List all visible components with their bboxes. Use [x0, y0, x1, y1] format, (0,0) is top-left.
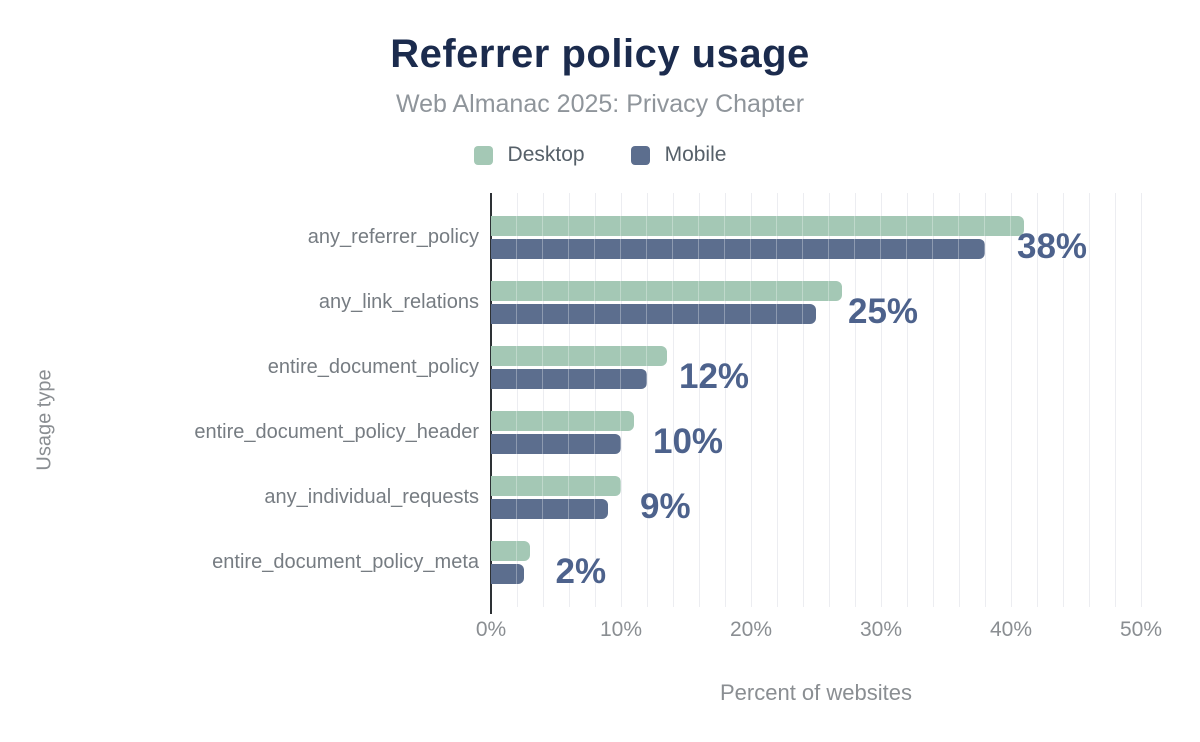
gridline [569, 193, 570, 607]
gridline [1141, 193, 1142, 607]
value-label: 38% [1017, 227, 1088, 266]
gridline [1089, 193, 1090, 607]
category-label: any_referrer_policy [307, 226, 479, 248]
gridline [1063, 193, 1064, 607]
mobile-bar [491, 564, 524, 584]
desktop-bar [491, 411, 634, 431]
x-tick-label: 50% [1119, 618, 1163, 641]
value-label: 2% [555, 552, 607, 591]
mobile-bar [491, 239, 985, 259]
legend-label: Mobile [664, 143, 727, 166]
gridline [1115, 193, 1116, 607]
gridline [647, 193, 648, 607]
gridline [595, 193, 596, 607]
mobile-bar [491, 499, 608, 519]
x-tick-label: 10% [599, 618, 643, 641]
x-tick-label: 30% [859, 618, 903, 641]
mobile-bar [491, 369, 647, 389]
gridline [673, 193, 674, 607]
category-label: entire_document_policy_meta [212, 551, 479, 573]
gridline [543, 193, 544, 607]
y-axis-title: Usage type [33, 369, 56, 471]
gridline [829, 193, 830, 607]
gridline [777, 193, 778, 607]
mobile-bar [491, 304, 816, 324]
desktop-bar [491, 346, 667, 366]
mobile-bar [491, 434, 621, 454]
category-label: entire_document_policy_header [194, 421, 479, 443]
legend: Desktop Mobile [0, 143, 1200, 167]
x-tick-label: 0% [475, 618, 507, 641]
y-axis-line [490, 193, 492, 607]
bar-group: any_individual_requests 9% [264, 476, 1141, 526]
gridline [751, 193, 752, 607]
gridline [907, 193, 908, 607]
gridline [725, 193, 726, 607]
desktop-bar [491, 476, 621, 496]
x-tick-label: 40% [989, 618, 1033, 641]
gridline [1011, 193, 1012, 607]
bar-group: entire_document_policy 12% [268, 346, 1141, 396]
gridline [517, 193, 518, 607]
gridline [621, 193, 622, 607]
legend-label: Desktop [507, 143, 585, 166]
x-tick-label: 20% [729, 618, 773, 641]
gridline [959, 193, 960, 607]
desktop-bar [491, 216, 1024, 236]
bar-group: entire_document_policy_meta 2% [212, 541, 1141, 591]
value-label: 25% [848, 292, 919, 331]
gridline [699, 193, 700, 607]
gridline [803, 193, 804, 607]
x-axis-title: Percent of websites [720, 680, 912, 705]
bar-group: any_link_relations 25% [319, 281, 1141, 331]
gridline [1037, 193, 1038, 607]
value-label: 12% [679, 357, 750, 396]
category-label: any_link_relations [318, 291, 479, 313]
page-subtitle: Web Almanac 2025: Privacy Chapter [395, 90, 805, 118]
page-title: Referrer policy usage [390, 32, 810, 76]
gridline [933, 193, 934, 607]
bar-group: entire_document_policy_header 10% [194, 411, 1141, 461]
gridline [881, 193, 882, 607]
legend-item-desktop[interactable]: Desktop [473, 143, 585, 167]
value-label: 10% [653, 422, 724, 461]
desktop-bar [491, 281, 842, 301]
value-label: 9% [640, 487, 691, 526]
category-label: entire_document_policy [267, 356, 479, 378]
desktop-bar [491, 541, 530, 561]
legend-item-mobile[interactable]: Mobile [630, 143, 727, 167]
category-label: any_individual_requests [264, 486, 479, 508]
gridline [985, 193, 986, 607]
gridline [855, 193, 856, 607]
x-axis-zero-tick [490, 607, 492, 614]
legend-swatch-icon [473, 145, 493, 165]
bar-group: any_referrer_policy 38% [308, 216, 1141, 266]
legend-swatch-icon [630, 145, 650, 165]
plot-area: Percent of websites any_referrer_policy 3… [194, 193, 1162, 705]
